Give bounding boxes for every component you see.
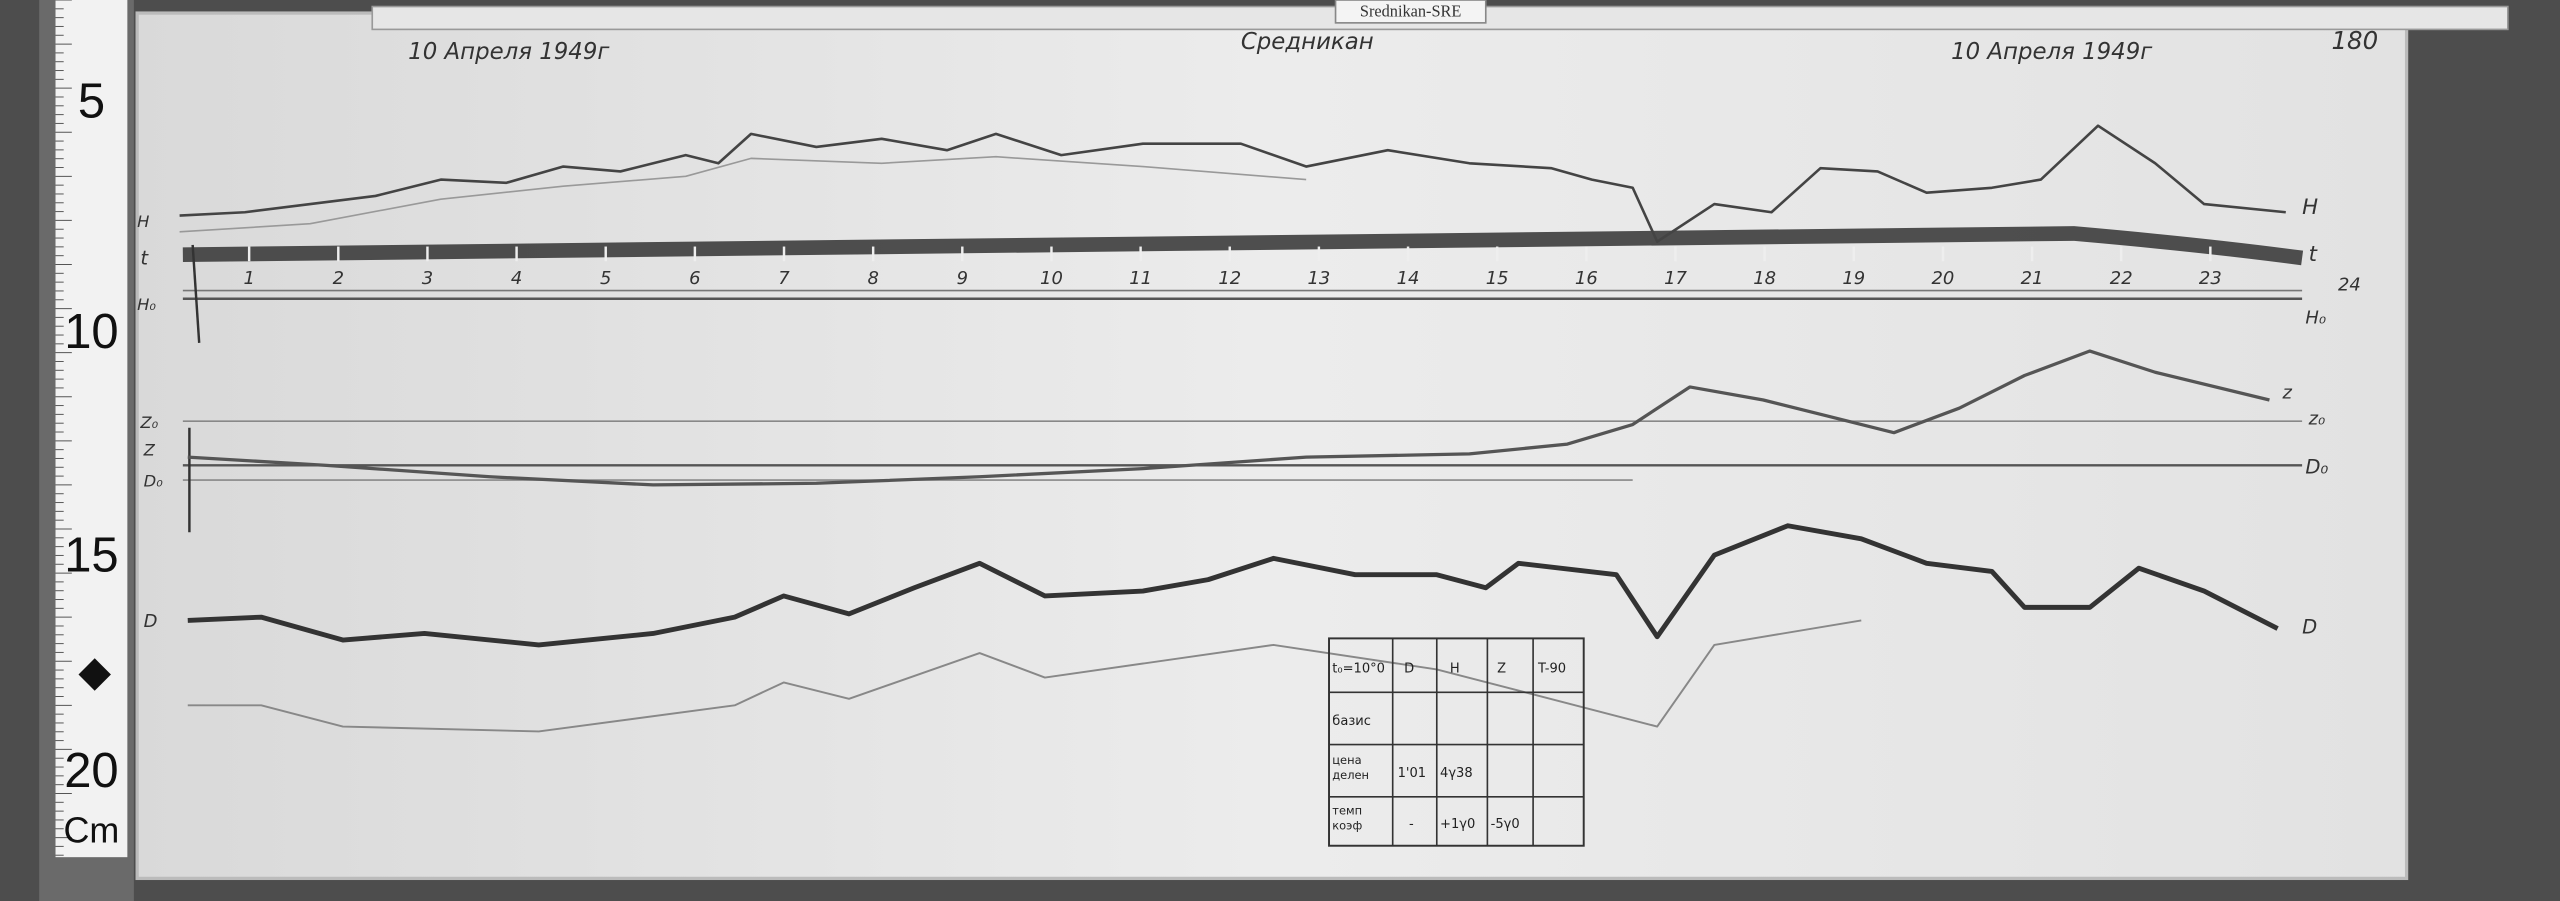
date-right: 10 Апреля 1949г [1951,39,2153,65]
right-label-24: 24 [2338,275,2361,296]
hour-label: 15 [1486,268,1509,289]
time-mark-trace [182,226,2304,266]
right-label-z: z [2282,382,2293,403]
h-arrow [191,244,201,343]
table-row-basis-label: базис [1332,714,1371,729]
hour-label: 16 [1575,268,1598,289]
right-label-d0: D₀ [2305,455,2328,478]
hour-label: 18 [1753,268,1776,289]
table-header-t90: T-90 [1537,662,1566,677]
hour-label: 13 [1307,268,1330,289]
table-header-z: Z [1497,662,1506,677]
h-trace [179,124,2286,243]
right-label-z0: z₀ [2308,409,2326,430]
ruler-diamond-icon: ◆ [78,648,111,695]
left-label-h: H [137,212,149,231]
hour-label: 7 [778,268,790,289]
table-temp-d: - [1409,817,1414,832]
left-label-t: t [140,246,149,269]
table-header-d: D [1404,662,1414,677]
left-label-d0: D₀ [144,472,164,491]
ruler-mark-5: 5 [78,75,105,129]
hour-label: 22 [2110,268,2133,289]
hour-label: 4 [511,268,522,289]
ruler-mark-20: 20 [64,744,118,798]
calibration-table: t₀=10°0 D H Z T-90 базис цена делен 1'01… [1328,637,1585,847]
sheet-number: 180 [2331,26,2378,55]
d-trace [187,523,2279,648]
table-row-scale-label: цена делен [1332,754,1370,783]
hour-label: 21 [2021,268,2044,289]
label-tag [1334,0,1487,24]
magnetogram-paper [137,13,2407,879]
hour-label: 20 [1931,268,1954,289]
left-label-z: Z [143,441,156,460]
right-label-d: D [2302,615,2317,638]
right-label-h0: H₀ [2305,307,2326,328]
label-tag-text: Srednikan-SRE [1360,1,1462,20]
d-faint-trace [187,619,1862,733]
hour-label: 23 [2199,268,2222,289]
hour-label: 14 [1397,268,1420,289]
hour-label: 19 [1842,268,1865,289]
table-temp-z: -5γ0 [1491,817,1520,832]
hour-label: 12 [1218,268,1241,289]
hour-label: 1 [243,268,254,289]
left-label-d: D [144,611,158,632]
table-temp-h: +1γ0 [1440,817,1475,832]
table-row-temp-label: темп коэф [1332,804,1363,833]
table-scale-d: 1'01 [1398,766,1427,781]
ruler-unit: Cm [64,809,120,850]
left-label-h0: H₀ [137,295,156,314]
ruler-strip [55,0,128,858]
ruler-mark-10: 10 [64,305,118,359]
hour-label: 9 [957,268,968,289]
hour-label: 8 [867,268,878,289]
hour-label: 3 [422,268,433,289]
hour-label: 6 [689,268,700,289]
table-header-t0: t₀=10°0 [1332,662,1385,677]
station-name: Средникан [1241,29,1374,55]
hour-label: 11 [1129,268,1152,289]
right-label-h: H [2302,195,2318,220]
left-label-z0: Z₀ [139,413,158,432]
hour-label: 10 [1040,268,1063,289]
table-scale-h: 4γ38 [1440,766,1473,781]
date-left: 10 Апреля 1949г [408,39,610,65]
ruler-mark-15: 15 [64,528,118,582]
hour-label: 2 [333,268,344,289]
z-trace [187,349,2270,487]
h-faint-trace [179,155,1307,233]
hour-label: 17 [1664,268,1687,289]
hour-label: 5 [600,268,611,289]
right-label-t: t [2309,242,2318,267]
table-header-h: H [1450,662,1460,677]
